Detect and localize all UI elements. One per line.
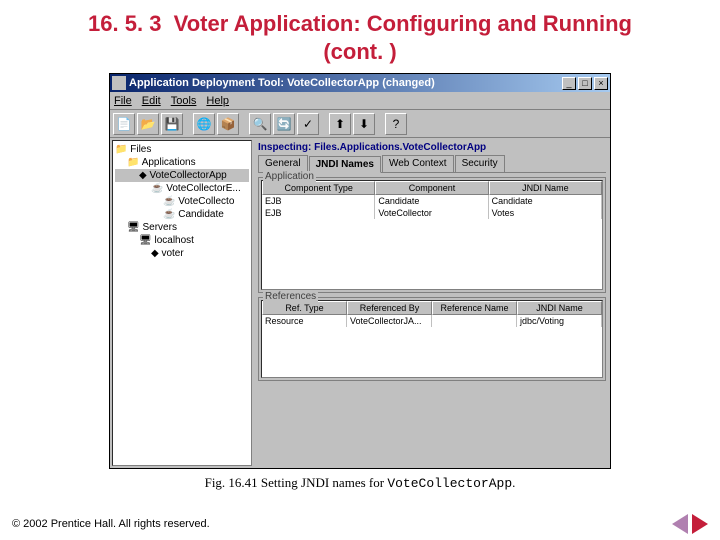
app-col-type[interactable]: Component Type — [262, 181, 375, 195]
tree-root[interactable]: 📁 Files — [115, 143, 249, 156]
ref-col-jndi[interactable]: JNDI Name — [517, 301, 602, 315]
maximize-button[interactable]: □ — [578, 77, 592, 90]
minimize-button[interactable]: _ — [562, 77, 576, 90]
tree-localhost[interactable]: 🖥 localhost — [115, 234, 249, 247]
ref-col-refname[interactable]: Reference Name — [432, 301, 517, 315]
next-slide-button[interactable] — [692, 514, 708, 534]
tool-deploy-icon[interactable]: ⬆ — [329, 113, 351, 135]
tab-general[interactable]: General — [258, 155, 308, 172]
menu-edit[interactable]: Edit — [142, 95, 161, 107]
app-icon — [112, 76, 126, 90]
app-col-jndi[interactable]: JNDI Name — [489, 181, 602, 195]
application-table: Component Type Component JNDI Name EJB C… — [261, 180, 603, 290]
tree-candidate[interactable]: ☕ Candidate — [115, 208, 249, 221]
footer: © 2002 Prentice Hall. All rights reserve… — [12, 514, 708, 534]
tree-votecollector-ejb[interactable]: ☕ VoteCollectorE... — [115, 182, 249, 195]
menu-file[interactable]: File — [114, 95, 132, 107]
close-button[interactable]: × — [594, 77, 608, 90]
tree-votecollectorapp[interactable]: ◆ VoteCollectorApp — [115, 169, 249, 182]
tool-add-icon[interactable]: 🌐 — [193, 113, 215, 135]
table-row[interactable]: Resource VoteCollectorJA... jdbc/Voting — [262, 315, 602, 327]
tool-undeploy-icon[interactable]: ⬇ — [353, 113, 375, 135]
main-area: 📁 Files 📁 Applications ◆ VoteCollectorAp… — [110, 138, 610, 468]
figure-caption: Fig. 16.41 Setting JNDI names for VoteCo… — [0, 469, 720, 493]
tab-security[interactable]: Security — [455, 155, 505, 172]
tool-verify-icon[interactable]: ✓ — [297, 113, 319, 135]
tool-help-icon[interactable]: ? — [385, 113, 407, 135]
tool-app-icon[interactable]: 📦 — [217, 113, 239, 135]
ref-col-refby[interactable]: Referenced By — [347, 301, 432, 315]
table-row[interactable]: EJB VoteCollector Votes — [262, 207, 602, 219]
tool-new-icon[interactable]: 📄 — [113, 113, 135, 135]
titlebar: Application Deployment Tool: VoteCollect… — [110, 74, 610, 92]
tree-voter[interactable]: ◆ voter — [115, 247, 249, 260]
app-window: Application Deployment Tool: VoteCollect… — [109, 73, 611, 469]
inspecting-label: Inspecting: Files.Applications.VoteColle… — [258, 140, 606, 155]
table-spacer — [262, 219, 602, 289]
references-table: Ref. Type Referenced By Reference Name J… — [261, 300, 603, 378]
copyright: © 2002 Prentice Hall. All rights reserve… — [12, 518, 672, 530]
tab-web[interactable]: Web Context — [382, 155, 454, 172]
application-fieldset: Application Component Type Component JND… — [258, 177, 606, 293]
tab-jndi[interactable]: JNDI Names — [309, 156, 381, 173]
window-title: Application Deployment Tool: VoteCollect… — [129, 77, 562, 89]
tree-applications[interactable]: 📁 Applications — [115, 156, 249, 169]
menu-help[interactable]: Help — [206, 95, 229, 107]
tool-open-icon[interactable]: 📂 — [137, 113, 159, 135]
references-label: References — [263, 291, 318, 302]
tree-panel[interactable]: 📁 Files 📁 Applications ◆ VoteCollectorAp… — [112, 140, 252, 466]
ref-col-type[interactable]: Ref. Type — [262, 301, 347, 315]
prev-slide-button[interactable] — [672, 514, 688, 534]
references-fieldset: References Ref. Type Referenced By Refer… — [258, 297, 606, 381]
tree-servers[interactable]: 🖥 Servers — [115, 221, 249, 234]
tool-save-icon[interactable]: 💾 — [161, 113, 183, 135]
menubar: File Edit Tools Help — [110, 92, 610, 110]
tool-search-icon[interactable]: 🔍 — [249, 113, 271, 135]
content-panel: Inspecting: Files.Applications.VoteColle… — [254, 138, 610, 468]
toolbar: 📄 📂 💾 🌐 📦 🔍 🔄 ✓ ⬆ ⬇ ? — [110, 110, 610, 138]
table-row[interactable]: EJB Candidate Candidate — [262, 195, 602, 207]
slide-title: 16. 5. 3 Voter Application: Configuring … — [0, 0, 720, 73]
table-spacer — [262, 327, 602, 377]
menu-tools[interactable]: Tools — [171, 95, 197, 107]
application-label: Application — [263, 171, 316, 182]
tree-votecollector-bean[interactable]: ☕ VoteCollecto — [115, 195, 249, 208]
app-col-component[interactable]: Component — [375, 181, 488, 195]
tool-update-icon[interactable]: 🔄 — [273, 113, 295, 135]
